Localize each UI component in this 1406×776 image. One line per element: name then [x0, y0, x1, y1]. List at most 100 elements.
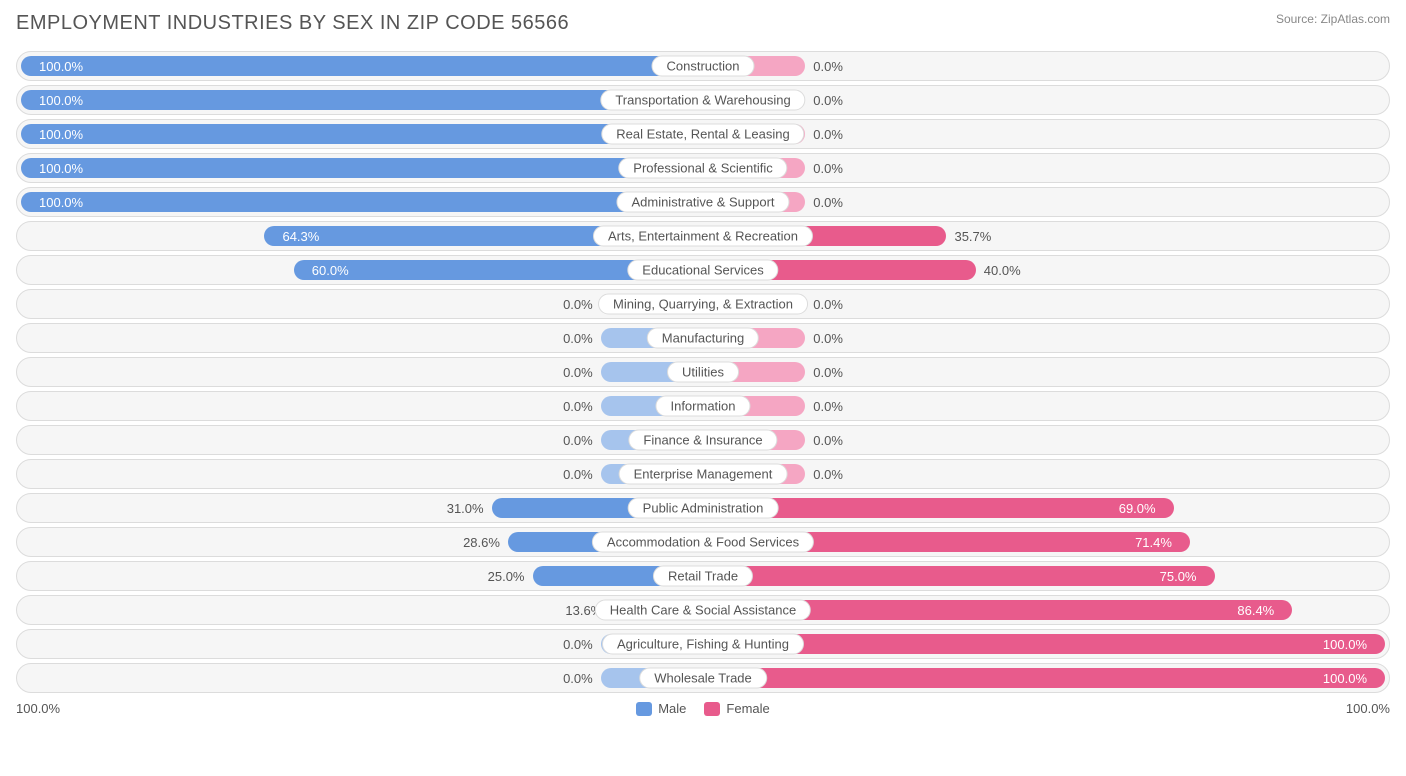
category-label: Manufacturing [647, 328, 759, 349]
axis-left-label: 100.0% [16, 701, 60, 716]
female-pct-label: 40.0% [976, 263, 1029, 278]
male-half: 0.0% [21, 392, 703, 420]
legend-label-female: Female [726, 701, 769, 716]
category-label: Finance & Insurance [628, 430, 777, 451]
female-half: 100.0% [703, 630, 1385, 658]
category-label: Accommodation & Food Services [592, 532, 814, 553]
chart-legend: Male Female [636, 701, 770, 716]
male-pct-label: 0.0% [555, 297, 601, 312]
chart-row: 0.0%100.0%Wholesale Trade [16, 663, 1390, 693]
female-pct-label: 0.0% [805, 195, 851, 210]
male-pct-label: 100.0% [31, 127, 91, 142]
male-half: 0.0% [21, 324, 703, 352]
chart-row: 100.0% 0.0% Professional & Scientific [16, 153, 1390, 183]
chart-row: 0.0% 0.0% Enterprise Management [16, 459, 1390, 489]
diverging-bar-chart: 100.0%0.0%Construction100.0%0.0%Transpor… [16, 51, 1390, 693]
chart-row: 0.0%0.0%Mining, Quarrying, & Extraction [16, 289, 1390, 319]
male-half: 0.0% [21, 426, 703, 454]
male-half: 31.0% [21, 494, 703, 522]
category-label: Arts, Entertainment & Recreation [593, 226, 813, 247]
chart-row: 25.0%75.0%Retail Trade [16, 561, 1390, 591]
female-pct-label: 0.0% [805, 161, 851, 176]
legend-item-male: Male [636, 701, 686, 716]
female-half: 0.0% [703, 52, 1385, 80]
male-pct-label: 0.0% [555, 365, 601, 380]
male-pct-label: 31.0% [439, 501, 492, 516]
category-label: Transportation & Warehousing [600, 90, 805, 111]
category-label: Real Estate, Rental & Leasing [601, 124, 804, 145]
female-bar [703, 668, 1385, 688]
female-pct-label: 0.0% [805, 331, 851, 346]
chart-row: 100.0%0.0%Transportation & Warehousing [16, 85, 1390, 115]
chart-row: 0.0% 0.0% Information [16, 391, 1390, 421]
category-label: Construction [652, 56, 755, 77]
axis-right-label: 100.0% [1346, 701, 1390, 716]
male-pct-label: 0.0% [555, 467, 601, 482]
female-half: 0.0% [703, 154, 1385, 182]
male-pct-label: 28.6% [455, 535, 508, 550]
male-pct-label: 0.0% [555, 399, 601, 414]
male-half: 100.0% [21, 154, 703, 182]
male-half: 0.0% [21, 460, 703, 488]
female-half: 40.0% [703, 256, 1385, 284]
female-half: 0.0% [703, 392, 1385, 420]
legend-label-male: Male [658, 701, 686, 716]
chart-row: 64.3% 35.7% Arts, Entertainment & Recreati… [16, 221, 1390, 251]
male-half: 60.0% [21, 256, 703, 284]
female-pct-label: 0.0% [805, 467, 851, 482]
female-pct-label: 0.0% [805, 127, 851, 142]
category-label: Utilities [667, 362, 739, 383]
female-half: 0.0% [703, 324, 1385, 352]
male-bar [21, 56, 703, 76]
chart-row: 0.0% 0.0% Finance & Insurance [16, 425, 1390, 455]
category-label: Information [655, 396, 750, 417]
category-label: Administrative & Support [616, 192, 789, 213]
male-half: 100.0% [21, 52, 703, 80]
male-pct-label: 60.0% [304, 263, 357, 278]
male-half: 0.0% [21, 630, 703, 658]
female-pct-label: 0.0% [805, 297, 851, 312]
female-pct-label: 35.7% [946, 229, 999, 244]
female-half: 100.0% [703, 664, 1385, 692]
category-label: Health Care & Social Assistance [595, 600, 811, 621]
category-label: Public Administration [628, 498, 779, 519]
male-pct-label: 0.0% [555, 331, 601, 346]
male-pct-label: 64.3% [274, 229, 327, 244]
male-bar [21, 158, 703, 178]
female-pct-label: 86.4% [1229, 603, 1282, 618]
chart-source: Source: ZipAtlas.com [1276, 12, 1390, 26]
female-bar [703, 634, 1385, 654]
chart-row: 100.0%0.0%Construction [16, 51, 1390, 81]
female-pct-label: 75.0% [1152, 569, 1205, 584]
category-label: Professional & Scientific [618, 158, 787, 179]
chart-row: 0.0% 100.0% Agriculture, Fishing & Hunting [16, 629, 1390, 659]
male-pct-label: 0.0% [555, 433, 601, 448]
category-label: Agriculture, Fishing & Hunting [602, 634, 804, 655]
female-bar [703, 566, 1215, 586]
male-pct-label: 25.0% [480, 569, 533, 584]
category-label: Educational Services [627, 260, 778, 281]
legend-item-female: Female [704, 701, 769, 716]
female-pct-label: 0.0% [805, 433, 851, 448]
female-pct-label: 100.0% [1315, 637, 1375, 652]
legend-swatch-female [704, 702, 720, 716]
male-half: 0.0% [21, 358, 703, 386]
female-half: 0.0% [703, 426, 1385, 454]
male-pct-label: 100.0% [31, 195, 91, 210]
female-half: 0.0% [703, 460, 1385, 488]
female-pct-label: 0.0% [805, 365, 851, 380]
female-pct-label: 0.0% [805, 399, 851, 414]
category-label: Enterprise Management [619, 464, 788, 485]
chart-axis: 100.0% Male Female 100.0% [16, 701, 1390, 716]
female-half: 0.0% [703, 120, 1385, 148]
chart-row: 0.0% 0.0% Manufacturing [16, 323, 1390, 353]
chart-row: 100.0% 0.0% Administrative & Support [16, 187, 1390, 217]
male-pct-label: 0.0% [555, 671, 601, 686]
male-pct-label: 100.0% [31, 161, 91, 176]
chart-title: EMPLOYMENT INDUSTRIES BY SEX IN ZIP CODE… [16, 12, 569, 35]
female-half: 75.0% [703, 562, 1385, 590]
male-pct-label: 100.0% [31, 93, 91, 108]
female-pct-label: 71.4% [1127, 535, 1180, 550]
male-bar [21, 192, 703, 212]
chart-header: EMPLOYMENT INDUSTRIES BY SEX IN ZIP CODE… [16, 12, 1390, 35]
